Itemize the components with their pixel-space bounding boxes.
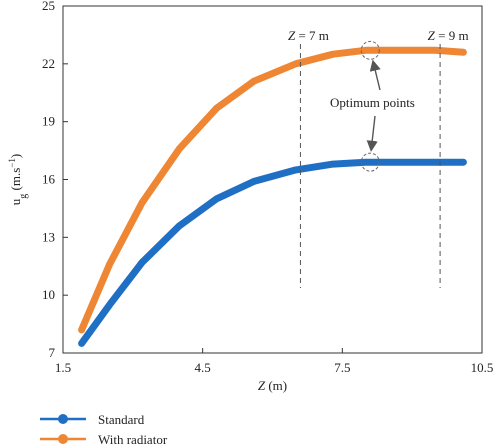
reference-line-label-1: Z = 7 m [288, 28, 329, 43]
optimum-arrow-upper [369, 59, 381, 91]
y-tick-label: 25 [42, 0, 55, 13]
annotation-layer: Z = 7 m Z = 9 m [288, 28, 469, 288]
legend-marker [58, 434, 68, 444]
optimum-point-circle-1 [360, 40, 380, 60]
y-tick-label: 10 [42, 287, 55, 302]
series-layer [78, 46, 467, 347]
x-tick-label: 10.5 [471, 360, 494, 375]
y-tick-label: 16 [42, 172, 56, 187]
y-tick-label: 7 [49, 345, 56, 360]
series-line-standard [78, 158, 467, 347]
y-tick-label: 13 [42, 229, 55, 244]
legend-label: Standard [98, 412, 145, 427]
optimum-points-label: Optimum points [330, 95, 415, 110]
reference-line-label-2: Z = 9 m [428, 28, 469, 43]
optimum-arrow-lower [366, 115, 378, 152]
y-axis-label: ug (m.s−1) [7, 154, 29, 205]
legend-marker [58, 414, 68, 424]
optimum-point-circle-2 [360, 152, 380, 172]
legend-label: With radiator [98, 432, 168, 444]
legend: Standard With radiator [40, 412, 168, 444]
x-tick-label: 4.5 [195, 360, 211, 375]
x-tick-label: 7.5 [334, 360, 350, 375]
series-line-with-radiator [78, 46, 467, 334]
plot-area: 1.5 4.5 7.5 10.5 7 10 13 16 19 22 25 [42, 0, 493, 375]
x-tick-label: 1.5 [55, 360, 71, 375]
y-tick-label: 19 [42, 114, 55, 129]
y-tick-label: 22 [42, 56, 55, 71]
x-axis-label: Z (m) [258, 378, 287, 393]
